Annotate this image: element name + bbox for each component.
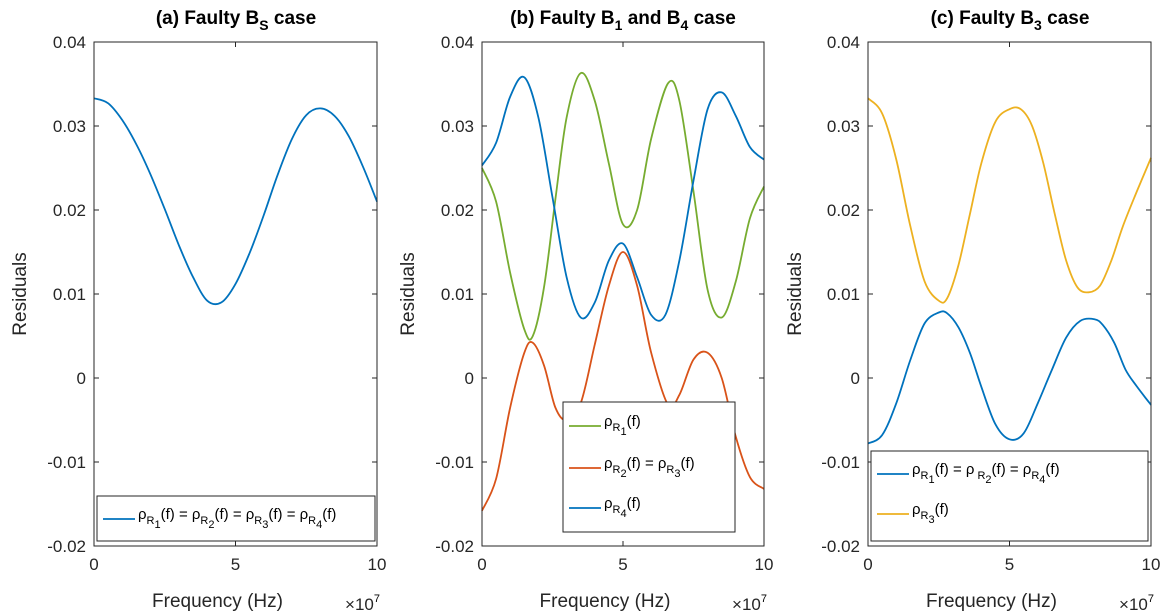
panel-c: -0.02 -0.01 0 0.01 0.02 0.03 0.04 0 5 10 ×107 Frequ… [785, 8, 1160, 614]
y-tick-label: 0 [465, 369, 474, 388]
legend-entry: ρR1(f) [604, 413, 641, 438]
y-axis-label: Residuals [398, 252, 419, 335]
y-tick-label: -0.01 [821, 453, 860, 472]
y-axis-label: Residuals [10, 252, 31, 335]
x-tick-label: 10 [1142, 555, 1161, 574]
y-tick-label: 0.03 [53, 117, 86, 136]
legend-entry: ρR1(f) = ρ R2(f) = ρR4(f) [912, 461, 1060, 486]
x-tick-label: 10 [755, 555, 774, 574]
series-line-1 [867, 310, 1152, 445]
y-tick-label: 0.04 [53, 33, 86, 52]
chart-title: (a) Faulty BS case [156, 8, 316, 33]
x-exponent-label: ×107 [732, 593, 767, 614]
y-tick-label: 0.01 [53, 285, 86, 304]
y-tick-label: 0.03 [827, 117, 860, 136]
y-tick-label: -0.01 [435, 453, 474, 472]
y-axis-label: Residuals [785, 252, 806, 335]
y-tick-label: 0.04 [827, 33, 860, 52]
x-tick-label: 5 [231, 555, 240, 574]
series-line-3 [481, 75, 765, 322]
x-tick-label: 0 [863, 555, 872, 574]
y-tick-label: 0.03 [441, 117, 474, 136]
y-tick-label: -0.02 [47, 537, 86, 556]
x-tick-label: 0 [477, 555, 486, 574]
y-tick-label: 0.02 [441, 201, 474, 220]
legend-entry: ρR3(f) [912, 501, 949, 526]
series-line-1 [93, 97, 378, 306]
series-line-1 [481, 71, 765, 341]
chart-title: (b) Faulty B1 and B4 case [510, 8, 736, 33]
panel-a: -0.02 -0.01 0 0.01 0.02 0.03 0.04 0 5 10 ×107 Frequ… [10, 8, 386, 614]
x-tick-label: 10 [368, 555, 387, 574]
x-tick-label: 0 [89, 555, 98, 574]
legend-entry: ρR2(f) = ρR3(f) [604, 455, 695, 480]
series-line-2 [867, 97, 1152, 304]
chart-title: (c) Faulty B3 case [931, 8, 1090, 33]
y-tick-label: 0.02 [827, 201, 860, 220]
y-tick-label: -0.01 [47, 453, 86, 472]
x-tick-label: 5 [618, 555, 627, 574]
x-axis-label: Frequency (Hz) [540, 591, 671, 612]
legend-box [96, 495, 376, 542]
y-tick-label: 0.04 [441, 33, 474, 52]
x-exponent-label: ×107 [1119, 593, 1154, 614]
y-tick-label: 0.01 [827, 285, 860, 304]
x-exponent-label: ×107 [345, 593, 380, 614]
x-axis-label: Frequency (Hz) [152, 591, 283, 612]
x-axis-label: Frequency (Hz) [926, 591, 1057, 612]
y-tick-label: 0 [77, 369, 86, 388]
legend-box [870, 450, 1149, 542]
panel-b: -0.02 -0.01 0 0.01 0.02 0.03 0.04 0 5 10 ×107 Frequ… [398, 8, 773, 614]
legend-entry: ρR1(f) = ρR2(f) = ρR3(f) = ρR4(f) [138, 506, 336, 531]
y-tick-label: -0.02 [821, 537, 860, 556]
y-tick-label: 0.02 [53, 201, 86, 220]
y-tick-label: 0 [851, 369, 860, 388]
plot-area-border [93, 41, 378, 547]
y-tick-label: -0.02 [435, 537, 474, 556]
y-tick-label: 0.01 [441, 285, 474, 304]
legend-entry: ρR4(f) [604, 495, 641, 520]
x-tick-label: 5 [1005, 555, 1014, 574]
series-line-2 [481, 251, 765, 512]
legend-box [562, 401, 736, 533]
